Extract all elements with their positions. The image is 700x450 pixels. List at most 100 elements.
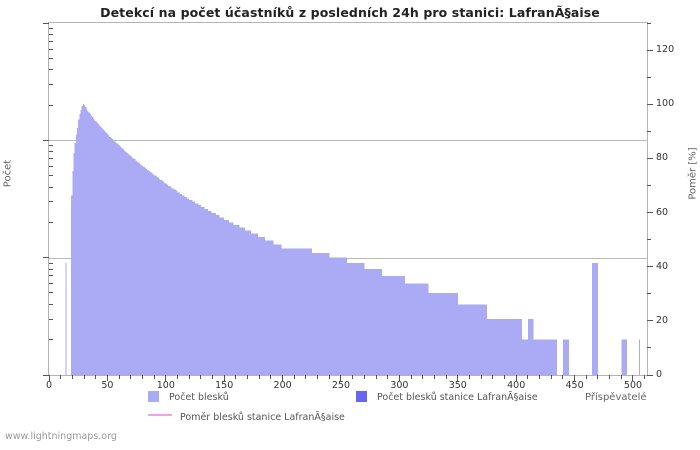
y-tick-right [647, 293, 651, 295]
y-tick-right [647, 130, 651, 132]
x-tick [375, 375, 377, 379]
x-tick [48, 375, 50, 381]
x-tick [550, 375, 552, 379]
x-tick [223, 375, 225, 381]
x-tick [60, 375, 62, 379]
y-tick-right [647, 103, 653, 105]
y-tick-minor-left [49, 292, 53, 294]
y-tick-minor-left [49, 275, 53, 277]
y-tick-minor-left [49, 104, 53, 106]
y-tick-right [647, 320, 653, 322]
y-tick-minor-left [49, 40, 53, 42]
x-tick [433, 375, 435, 379]
y-tick-minor-left [49, 175, 53, 177]
y-tick-minor-left [49, 186, 53, 188]
x-tick [200, 375, 202, 379]
legend-item-pomer-blesku-stanice: Poměr blesků stanice LafranÃ§aise [148, 412, 345, 423]
x-tick [258, 375, 260, 379]
y-tick-label-right: 100 [656, 98, 675, 110]
x-tick [282, 375, 284, 381]
x-tick-label: 450 [565, 380, 584, 391]
x-tick [492, 375, 494, 379]
y-tick-minor-left [49, 27, 53, 29]
x-tick [468, 375, 470, 379]
x-tick [165, 375, 167, 381]
x-tick-label: 300 [390, 380, 409, 391]
chart-title: Detekcí na počet účastníků z posledních … [100, 5, 600, 20]
x-tick [71, 375, 73, 379]
y-tick-right [647, 76, 651, 78]
histogram-bars [65, 103, 640, 375]
legend-swatch-pocet-blesku-stanice [356, 391, 367, 402]
y-tick-minor-left [49, 339, 53, 341]
y-tick-minor-left [49, 48, 53, 50]
x-tick [141, 375, 143, 379]
x-tick-label: 100 [156, 380, 175, 391]
legend-item-pocet-blesku-stanice: Počet blesků stanice LafranÃ§aise [356, 391, 538, 403]
x-tick [363, 375, 365, 379]
y-tick-right [647, 266, 653, 268]
x-tick [585, 375, 587, 379]
y-tick-right [647, 212, 653, 214]
legend-label-pocet-blesku-stanice: Počet blesků stanice LafranÃ§aise [377, 392, 538, 403]
x-tick [317, 375, 319, 379]
y-tick-minor-left [49, 303, 53, 305]
y-tick-label-right: 40 [656, 260, 669, 272]
x-tick [212, 375, 214, 379]
y-tick-minor-left [49, 201, 53, 203]
y-tick-right [647, 239, 651, 241]
x-tick [106, 375, 108, 381]
y-tick-right [647, 184, 651, 186]
x-tick [118, 375, 120, 379]
x-tick [305, 375, 307, 379]
y-tick-minor-left [49, 83, 53, 85]
x-tick-label: 200 [273, 380, 292, 391]
x-tick-label: 500 [623, 380, 643, 391]
x-tick [632, 375, 634, 381]
y-tick-label-right: 120 [656, 44, 675, 56]
y-tick-label-right: 0 [656, 369, 663, 380]
x-tick [398, 375, 400, 381]
y-tick-minor-left [49, 69, 53, 71]
x-tick [609, 375, 611, 379]
y-tick-major-left [43, 22, 49, 24]
y-axis-label-left: Počet [2, 159, 14, 188]
gridline-1e1 [49, 258, 647, 259]
x-tick [574, 375, 576, 381]
x-tick [188, 375, 190, 379]
x-tick-label: 350 [448, 380, 467, 391]
x-tick [352, 375, 354, 379]
y-tick-right [647, 22, 651, 24]
plot-area [48, 22, 648, 376]
y-tick-label-right: 60 [656, 206, 669, 218]
x-tick [387, 375, 389, 379]
y-tick-major-left [43, 257, 49, 259]
y-tick-minor-left [49, 283, 53, 285]
x-tick [83, 375, 85, 379]
x-tick-label: 50 [101, 380, 114, 391]
x-tick [445, 375, 447, 379]
x-tick [597, 375, 599, 379]
legend-item-pocet-blesku: Počet blesků [148, 391, 229, 403]
x-tick-label: 150 [215, 380, 234, 391]
x-tick [293, 375, 295, 379]
y-tick-major-left [43, 139, 49, 141]
legend-swatch-pocet-blesku [148, 391, 159, 402]
x-tick [95, 375, 97, 379]
x-tick [527, 375, 529, 379]
watermark: www.lightningmaps.org [5, 431, 117, 442]
y-tick-minor-left [49, 33, 53, 35]
x-tick [410, 375, 412, 379]
y-tick-minor-left [49, 158, 53, 159]
x-tick [480, 375, 482, 379]
x-tick [457, 375, 459, 381]
y-tick-major-left [43, 374, 49, 376]
y-tick-label-right: 80 [656, 152, 669, 164]
legend-line-pomer-blesku-stanice [148, 414, 172, 416]
y-tick-minor-left [49, 145, 53, 147]
legend-label-pomer-blesku-stanice: Poměr blesků stanice LafranÃ§aise [180, 412, 345, 423]
y-tick-right [647, 374, 653, 376]
y-tick-right [647, 157, 653, 159]
y-tick-minor-left [49, 165, 53, 167]
